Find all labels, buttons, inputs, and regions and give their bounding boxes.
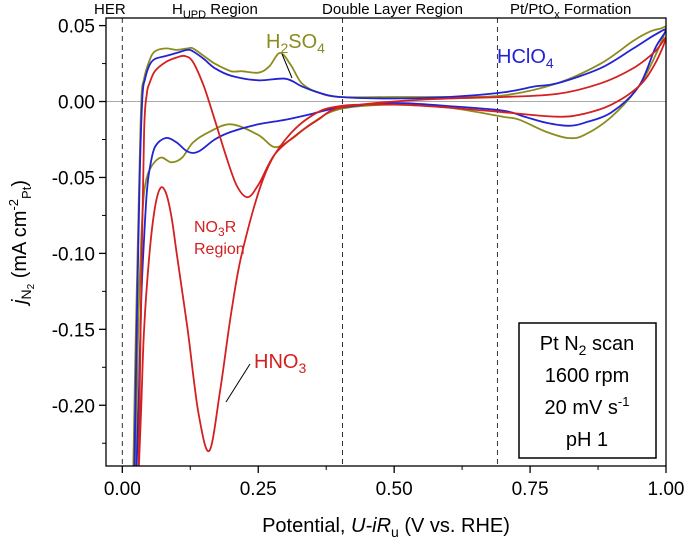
y-tick-label-4: -0.15 (52, 320, 95, 341)
y-axis-ticks: 0.05 0.00 -0.05 -0.10 -0.15 -0.20 (52, 17, 106, 444)
label-h2so4: H2SO4 (266, 31, 325, 56)
y-axis-label: jN2 (mA cm-2Pt) (6, 180, 37, 307)
info-box (518, 322, 657, 459)
label-no3r-line2: Region (194, 241, 245, 258)
hno3-leader-line (225, 363, 251, 403)
label-no3r-line1: NO3R (194, 219, 236, 239)
x-tick-label-4: 1.00 (648, 479, 685, 500)
x-tick-label-3: 0.75 (512, 479, 549, 500)
x-tick-label-0: 0.00 (104, 479, 141, 500)
y-tick-label-5: -0.20 (52, 396, 95, 417)
region-label-pt-oxide: Pt/PtOx Formation (510, 1, 631, 21)
plot-frame (105, 17, 667, 467)
y-tick-label-3: -0.10 (52, 244, 95, 265)
y-tick-label-0: 0.05 (58, 17, 95, 38)
info-line-scan-rate: 20 mV s-1 (545, 394, 630, 419)
y-tick-label-1: 0.00 (58, 93, 95, 114)
x-tick-label-1: 0.25 (240, 479, 277, 500)
x-axis-label: Potential, U-iRu (V vs. RHE) (262, 515, 510, 540)
series-h2so4-line (132, 25, 666, 466)
series-hclo4-line (133, 28, 666, 466)
label-hno3: HNO3 (254, 351, 306, 376)
info-line-scan: Pt N2 scan (540, 333, 635, 358)
y-tick-label-2: -0.05 (52, 168, 95, 189)
region-label-double-layer: Double Layer Region (322, 1, 463, 18)
label-hclo4: HClO4 (497, 46, 554, 71)
x-tick-label-2: 0.50 (376, 479, 413, 500)
info-line-rpm: 1600 rpm (545, 365, 630, 387)
h2so4-leader-line (281, 53, 293, 79)
region-label-her: HER (94, 1, 126, 18)
info-line-ph: pH 1 (566, 429, 608, 451)
region-divider-lines (121, 18, 498, 466)
x-axis-ticks: 0.00 0.25 0.50 0.75 1.00 (104, 466, 685, 500)
